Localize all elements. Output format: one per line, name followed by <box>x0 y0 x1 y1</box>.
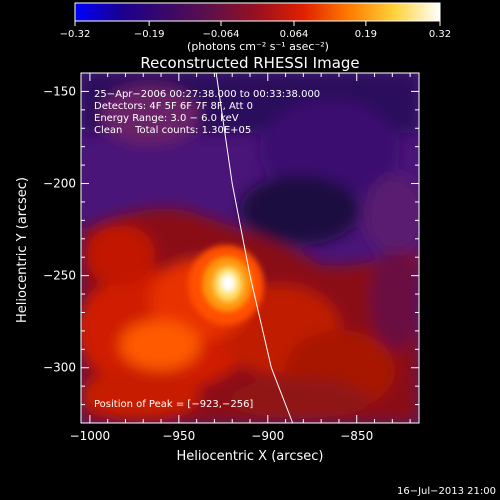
colorbar-tick-label: −0.19 <box>134 29 165 40</box>
colorbar-ticks: −0.32 −0.19 −0.064 0.064 0.19 0.32 <box>60 21 451 40</box>
y-tick-label: −150 <box>43 84 76 98</box>
y-tick-label: −250 <box>43 269 76 283</box>
chart-title: Reconstructed RHESSI Image <box>140 54 359 72</box>
peak-position-label: Position of Peak = [−923,−256] <box>94 399 253 410</box>
y-tick-label: −300 <box>43 361 76 375</box>
x-tick-label: −900 <box>251 429 284 443</box>
colorbar-units: (photons cm⁻² s⁻¹ asec⁻²) <box>187 40 329 53</box>
annotation-energy: Energy Range: 3.0 − 6.0 keV <box>94 113 239 124</box>
axis-ticks: −1000 −950 −900 −850 −150 −200 −250 −300 <box>43 72 419 443</box>
annotation-clean: Clean Total counts: 1.30E+05 <box>94 125 251 136</box>
x-tick-label: −1000 <box>70 429 111 443</box>
colorbar-tick-label: −0.064 <box>202 29 239 40</box>
colorbar <box>74 2 441 22</box>
colorbar-tick-label: 0.064 <box>280 29 309 40</box>
colorbar-tick-label: 0.32 <box>429 29 451 40</box>
solar-limb-curve <box>215 73 294 423</box>
colorbar-tick-label: 0.19 <box>355 29 377 40</box>
footer-timestamp: 16−Jul−2013 21:00 <box>397 486 496 497</box>
x-tick-label: −850 <box>340 429 373 443</box>
annotation-detectors: Detectors: 4F 5F 6F 7F 8F, Att 0 <box>94 101 253 112</box>
y-tick-label: −200 <box>43 177 76 191</box>
x-tick-label: −950 <box>162 429 195 443</box>
heatmap-image <box>81 73 419 423</box>
x-axis-label: Heliocentric X (arcsec) <box>177 449 324 464</box>
y-axis-label: Heliocentric Y (arcsec) <box>15 177 30 323</box>
annotation-time: 25−Apr−2006 00:27:38.000 to 00:33:38.000 <box>94 89 320 100</box>
colorbar-tick-label: −0.32 <box>60 29 91 40</box>
